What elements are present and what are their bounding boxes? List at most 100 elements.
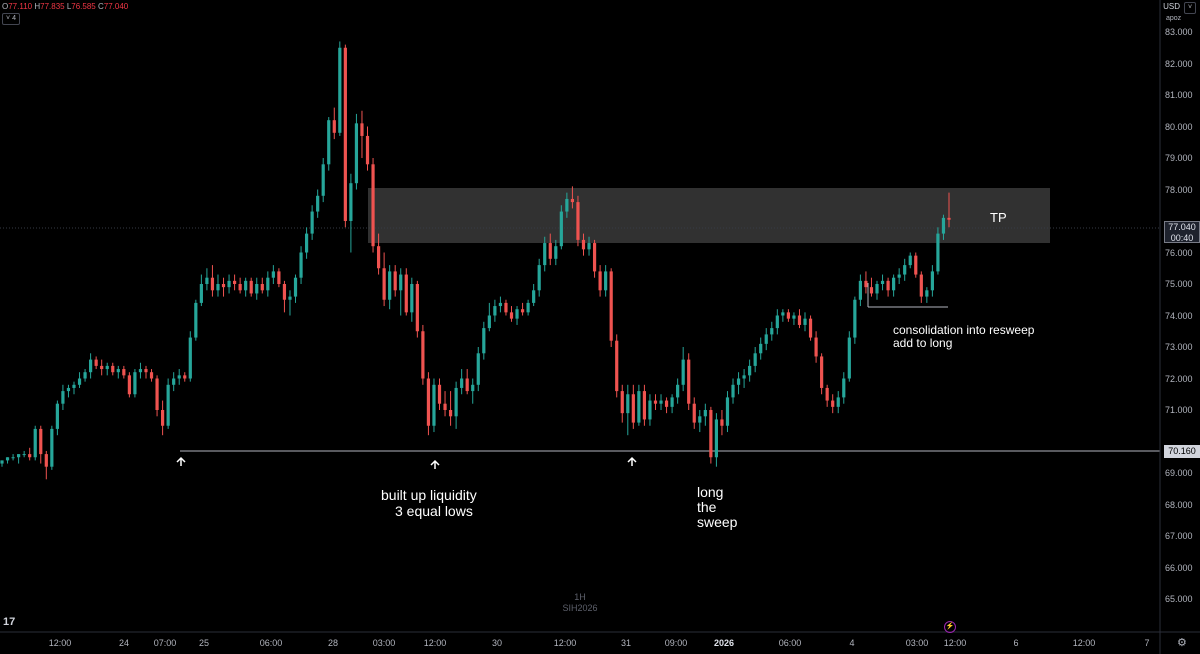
- candle-body: [792, 315, 796, 319]
- time-axis-label: 12:00: [1072, 638, 1096, 648]
- candle-body: [637, 391, 641, 423]
- candle-body: [332, 120, 336, 133]
- candle-body: [122, 369, 126, 376]
- candle-body: [493, 306, 497, 316]
- candle-body: [886, 280, 890, 291]
- candle-body: [5, 457, 10, 461]
- candle-body: [903, 265, 907, 275]
- consolidation-note-line1[interactable]: consolidation into resweep: [893, 323, 1035, 337]
- candle-body: [576, 202, 580, 240]
- candle-body: [55, 403, 59, 429]
- candle-body: [565, 198, 569, 212]
- candle-body: [609, 271, 613, 341]
- price-axis-label: 73.000: [1165, 342, 1193, 352]
- time-axis-label: 03:00: [372, 638, 396, 648]
- price-axis-label: 80.000: [1165, 121, 1193, 132]
- candle-body: [33, 428, 37, 458]
- candle-body: [914, 255, 918, 275]
- candle-body: [77, 378, 82, 385]
- candle-body: [454, 387, 458, 417]
- candle-body: [615, 340, 619, 392]
- liquidity-note-line1[interactable]: built up liquidity: [381, 487, 477, 503]
- sweep-note-line2[interactable]: the: [697, 499, 717, 515]
- candle-body: [703, 410, 707, 417]
- sweep-note-line3[interactable]: sweep: [697, 514, 738, 530]
- candle-body: [183, 375, 187, 379]
- tp-label[interactable]: TP: [990, 210, 1007, 225]
- candle-body: [188, 337, 192, 379]
- currency-label[interactable]: USD: [1163, 2, 1180, 11]
- candle-body: [892, 277, 896, 291]
- candle-body: [299, 252, 303, 278]
- candle-body: [111, 365, 115, 373]
- candle-body: [626, 394, 630, 414]
- candle-body: [338, 47, 342, 133]
- candle-body: [742, 375, 746, 379]
- lightning-icon[interactable]: ⚡: [944, 621, 956, 633]
- candle-body: [349, 183, 353, 221]
- candle-body: [255, 284, 259, 294]
- time-axis-label: 28: [327, 638, 339, 648]
- candle-body: [775, 315, 779, 329]
- time-axis-label: 24: [118, 638, 130, 648]
- candle-body: [482, 328, 486, 354]
- candle-body: [149, 372, 154, 379]
- chevron-down-icon: ˅: [6, 15, 11, 22]
- candle-body: [133, 372, 137, 395]
- currency-dropdown-button[interactable]: ˅: [1184, 2, 1196, 14]
- candle-body: [869, 287, 874, 294]
- candle-body: [166, 384, 170, 426]
- candle-body: [437, 384, 442, 404]
- consolidation-note-line2[interactable]: add to long: [893, 336, 953, 350]
- candle-body: [836, 397, 840, 407]
- candle-body: [936, 233, 940, 272]
- candle-body: [116, 369, 120, 373]
- candle-body: [227, 280, 231, 288]
- candle-body: [0, 460, 4, 464]
- candle-body: [371, 164, 375, 247]
- ohlc-high: 77.835: [40, 2, 65, 11]
- gear-icon[interactable]: ⚙: [1177, 637, 1187, 649]
- candle-body: [487, 315, 491, 329]
- candle-body: [194, 302, 198, 338]
- candle-body: [880, 280, 885, 284]
- candle-body: [343, 47, 347, 221]
- candle-body: [930, 271, 934, 291]
- candle-body: [526, 302, 530, 313]
- price-axis-label: 71.000: [1165, 405, 1193, 415]
- candle-body: [266, 277, 270, 291]
- candle-body: [360, 123, 364, 136]
- candle-body: [947, 217, 951, 220]
- candle-body: [759, 343, 763, 354]
- candle-body: [432, 384, 436, 426]
- indicators-toggle-button[interactable]: ˅ 4: [2, 13, 20, 25]
- candle-body: [277, 271, 281, 284]
- candle-body: [199, 284, 203, 303]
- time-axis-label: 03:00: [905, 638, 929, 648]
- candle-body: [853, 299, 857, 338]
- candle-body: [310, 211, 314, 234]
- candle-body: [714, 419, 719, 458]
- candle-body: [825, 387, 829, 401]
- tp-zone[interactable]: [368, 188, 1050, 243]
- liquidity-note-line2[interactable]: 3 equal lows: [395, 503, 473, 519]
- time-axis-label: 09:00: [664, 638, 688, 648]
- price-axis-label: 65.000: [1165, 594, 1193, 604]
- time-axis-label: 12:00: [553, 638, 577, 648]
- price-axis-label: 81.000: [1165, 90, 1193, 100]
- candle-body: [271, 271, 275, 278]
- time-axis-label: 12:00: [943, 638, 967, 648]
- candle-body: [216, 284, 220, 291]
- candle-body: [698, 416, 702, 423]
- chart-pane[interactable]: [0, 0, 1160, 632]
- candle-body: [316, 195, 320, 212]
- candle-body: [515, 309, 519, 319]
- sweep-note-line1[interactable]: long: [697, 484, 724, 500]
- candle-body: [39, 428, 43, 455]
- price-axis-label: 74.000: [1165, 310, 1193, 321]
- candle-body: [365, 135, 370, 165]
- candle-body: [709, 410, 713, 458]
- candle-body: [670, 397, 674, 407]
- tradingview-logo-icon[interactable]: 17: [3, 616, 16, 628]
